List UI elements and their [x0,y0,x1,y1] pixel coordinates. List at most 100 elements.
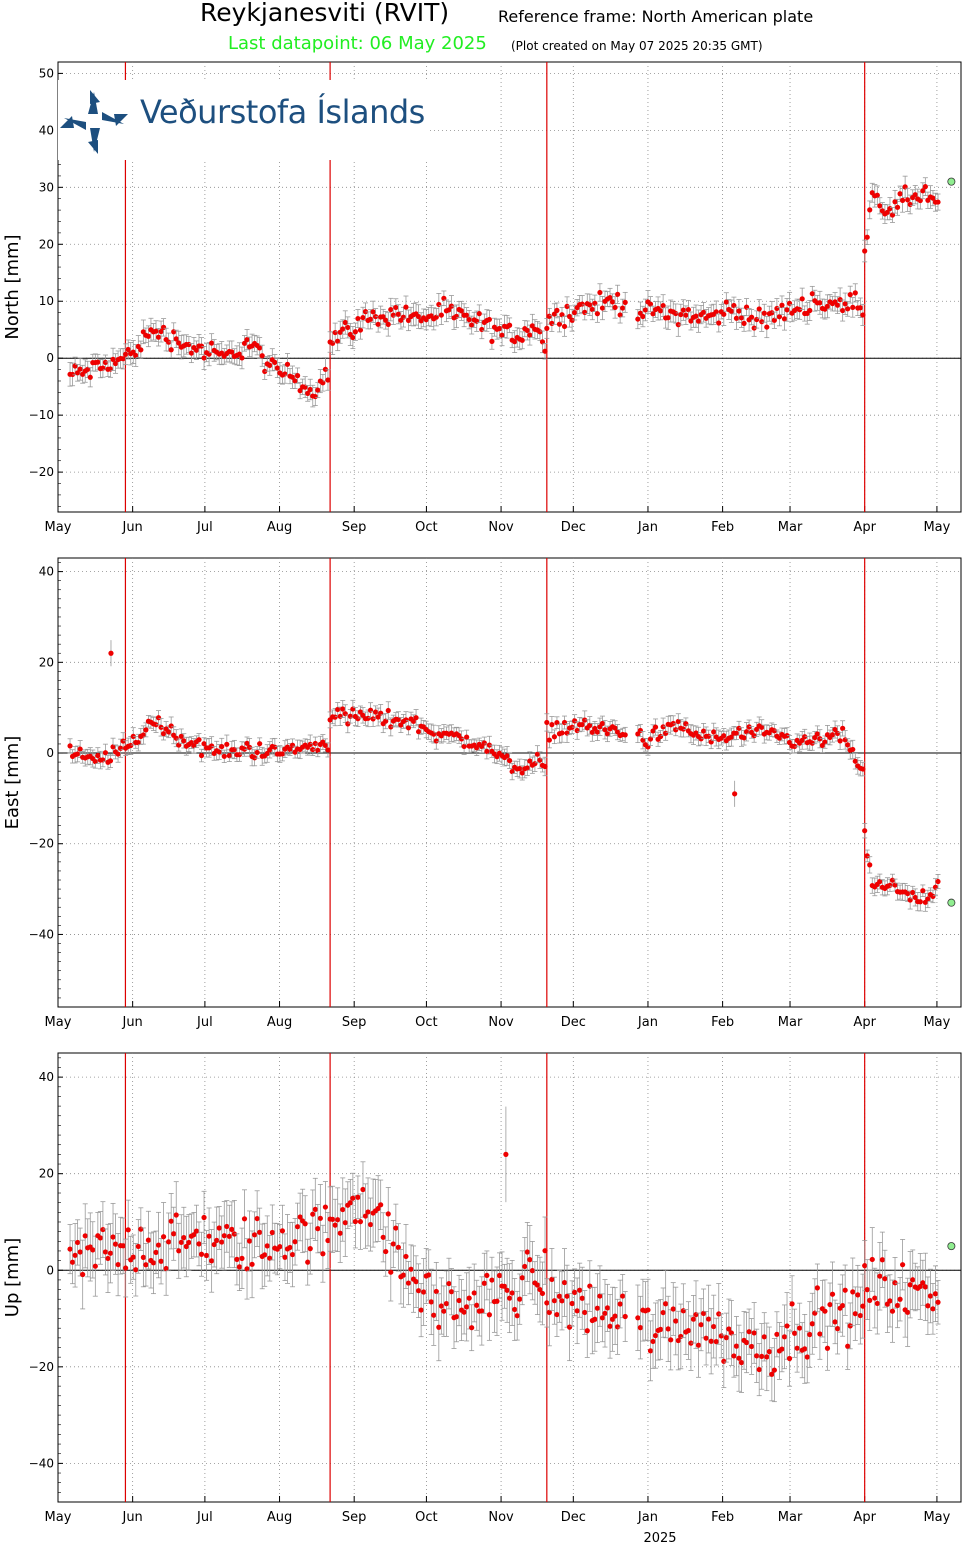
data-point [69,1259,76,1265]
x-tick-label: May [45,1510,72,1525]
data-point [917,1283,923,1290]
x-tick-label: May [45,1015,72,1030]
data-point [413,715,419,721]
data-point [438,1303,444,1309]
data-point [784,1323,790,1329]
data-point [759,319,765,325]
data-point [373,709,379,715]
data-point [509,768,515,775]
data-point [822,739,828,745]
data-point [840,307,846,314]
data-point [519,337,525,343]
data-point [759,1353,765,1360]
data-point [75,370,81,376]
data-point [305,390,311,396]
data-point [814,731,820,737]
data-point [749,314,755,320]
data-point [461,743,467,750]
data-point [857,1312,863,1319]
data-point [524,765,530,771]
data-point [862,828,868,834]
data-point [428,1299,434,1305]
data-point [496,1272,503,1279]
data-point [160,1234,167,1240]
data-point [738,315,745,321]
data-point [584,1328,590,1334]
data-point [582,309,588,315]
y-tick-label: 20 [39,1167,54,1181]
data-point [822,1308,828,1314]
x-tick-label: Aug [267,520,292,535]
data-point [640,737,646,743]
y-tick-label: 20 [39,237,54,251]
data-point [640,313,646,320]
data-point [330,1216,336,1222]
data-point [774,1331,780,1337]
data-point [464,1304,470,1310]
data-point [817,736,823,742]
data-point [534,751,541,757]
y-tick-label: 20 [39,655,54,669]
y-tick-label: 30 [39,180,54,194]
data-point [597,1293,603,1299]
data-point [284,361,291,367]
data-point [75,1239,81,1246]
data-point [519,770,525,776]
data-point [690,1316,697,1322]
data-point [168,723,174,729]
y-tick-label: −40 [29,927,54,941]
data-point [647,301,654,307]
data-point [181,738,187,744]
data-point [512,339,518,345]
data-point [786,300,793,306]
data-point [622,732,628,738]
data-point [751,1330,757,1336]
data-point [173,1212,179,1218]
data-point-outlier [108,650,114,656]
data-point [178,733,184,739]
x-tick-label: Apr [853,1015,876,1030]
data-point [559,1298,565,1304]
plot-frame [57,557,962,1008]
data-point [756,306,762,312]
data-point [572,309,578,316]
data-point [693,313,699,319]
data-point [711,1323,717,1330]
data-point [393,304,399,311]
data-point [527,332,533,338]
data-point [383,317,389,323]
data-point [441,1308,447,1314]
data-point [466,317,472,323]
data-point [332,329,338,336]
data-point [342,1220,348,1226]
data-point [385,1211,391,1217]
data-point [845,306,851,312]
data-point [574,727,580,734]
data-point [145,1237,152,1243]
data-point [517,765,523,772]
data-point [484,748,490,755]
data-point [786,739,793,746]
data-point [708,1338,714,1344]
data-point [889,1308,896,1314]
data-point [713,1338,719,1345]
data-point [403,1253,409,1260]
data-point [504,1287,510,1293]
data-point [274,365,280,371]
data-point [135,740,141,746]
data-point [320,1251,326,1257]
data-point [150,1260,157,1266]
data-point [556,321,563,327]
data-point [884,209,891,215]
data-point [214,1237,220,1244]
data-point [572,718,578,724]
data-point [905,1309,911,1315]
data-point [792,743,798,749]
data-point [812,1310,818,1316]
data-point [279,1228,286,1234]
data-point [267,1255,273,1261]
data-point [892,882,898,888]
data-point [587,1283,593,1289]
data-point [673,1318,679,1324]
data-point [549,1276,555,1283]
